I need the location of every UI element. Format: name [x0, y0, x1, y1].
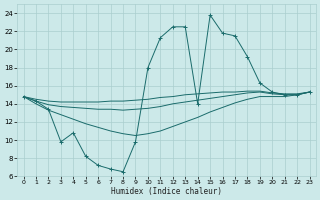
X-axis label: Humidex (Indice chaleur): Humidex (Indice chaleur): [111, 187, 222, 196]
